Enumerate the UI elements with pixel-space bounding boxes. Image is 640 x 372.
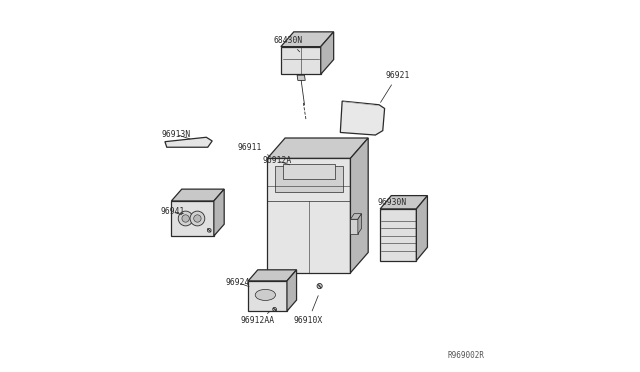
Text: 96912AA: 96912AA: [240, 312, 275, 325]
Polygon shape: [380, 196, 428, 209]
Circle shape: [190, 211, 205, 226]
Text: 96924: 96924: [226, 278, 250, 287]
Polygon shape: [275, 166, 343, 192]
Circle shape: [182, 215, 189, 222]
Polygon shape: [351, 219, 358, 234]
Text: 96911: 96911: [237, 143, 269, 155]
Text: 68430N: 68430N: [274, 36, 303, 52]
Polygon shape: [321, 32, 333, 74]
Polygon shape: [297, 75, 305, 80]
Text: R969002R: R969002R: [447, 351, 484, 360]
Polygon shape: [172, 189, 224, 201]
Polygon shape: [214, 189, 224, 236]
Polygon shape: [248, 281, 287, 311]
Circle shape: [194, 215, 201, 222]
Polygon shape: [340, 101, 385, 135]
Text: 96930N: 96930N: [378, 198, 406, 210]
Polygon shape: [351, 214, 362, 219]
Text: 96913N: 96913N: [161, 130, 191, 139]
Text: 96941: 96941: [160, 207, 184, 217]
Polygon shape: [358, 214, 362, 234]
Text: 96910X: 96910X: [294, 296, 323, 325]
Text: 96912A: 96912A: [263, 156, 292, 166]
Polygon shape: [281, 46, 321, 74]
Polygon shape: [165, 137, 212, 147]
Circle shape: [178, 211, 193, 226]
Text: 96921: 96921: [381, 71, 410, 102]
Polygon shape: [248, 270, 296, 281]
Bar: [283, 164, 335, 179]
Ellipse shape: [255, 289, 275, 301]
Polygon shape: [281, 32, 333, 46]
Polygon shape: [287, 270, 296, 311]
Polygon shape: [417, 196, 428, 260]
Polygon shape: [351, 138, 368, 273]
Polygon shape: [268, 138, 368, 158]
Circle shape: [317, 283, 322, 289]
Polygon shape: [268, 158, 351, 273]
Polygon shape: [380, 209, 417, 260]
Polygon shape: [172, 201, 214, 236]
